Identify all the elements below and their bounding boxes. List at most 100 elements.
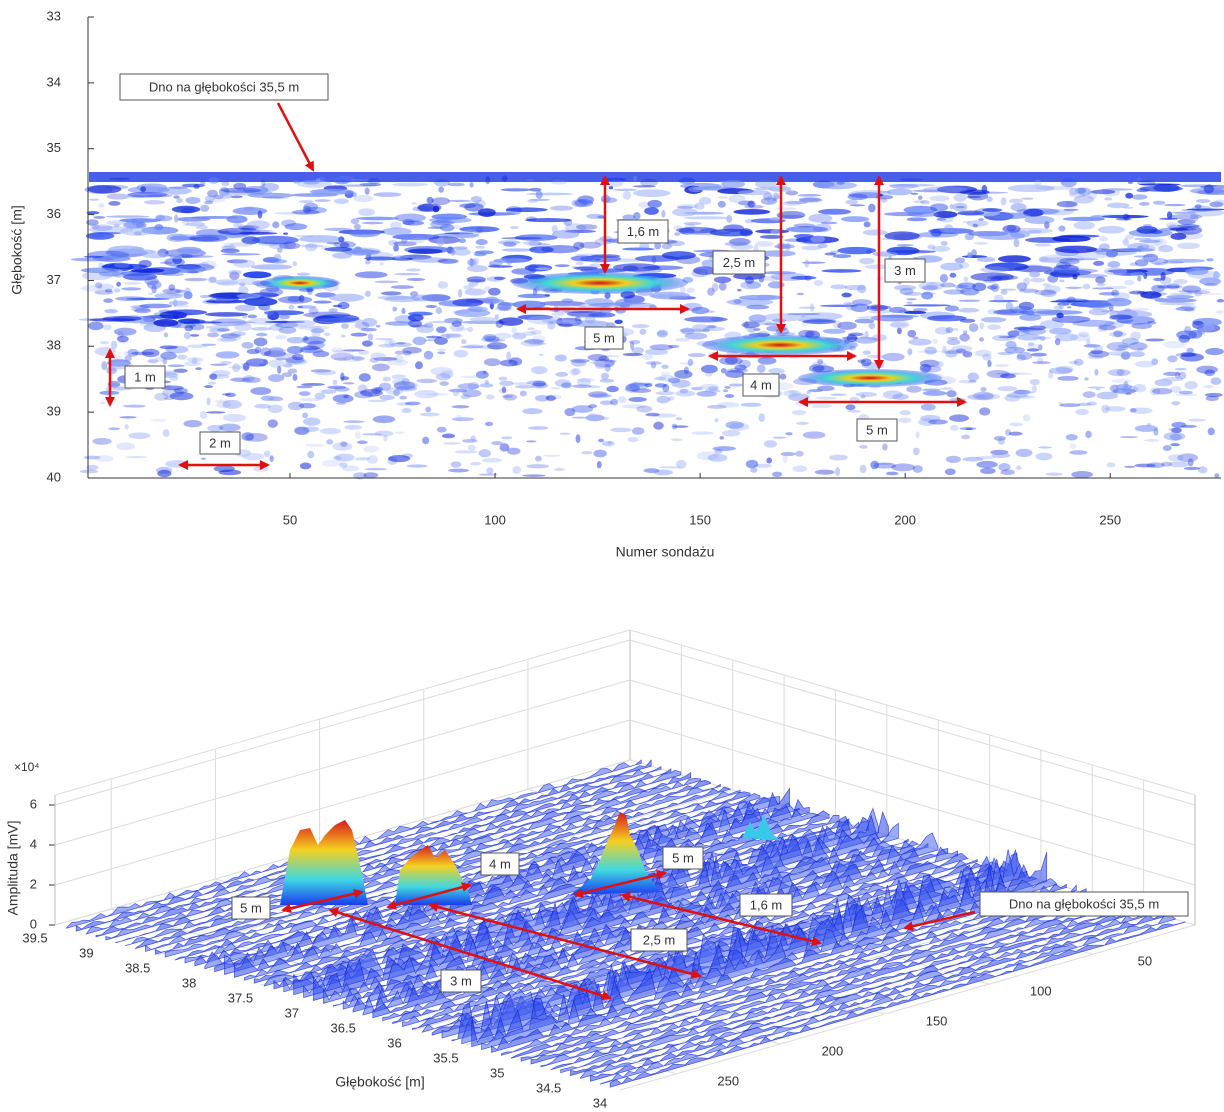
radar-blob: [427, 226, 443, 229]
radar-blob: [551, 311, 565, 317]
radar-blob: [962, 330, 968, 335]
radar-blob: [1069, 187, 1079, 196]
radar-blob: [998, 336, 1013, 339]
radar-blob: [744, 204, 764, 209]
radar-blob: [103, 298, 114, 303]
radar-blob: [886, 188, 913, 196]
radar-blob: [153, 318, 179, 327]
radar-blob: [1159, 217, 1178, 220]
radar-blob: [106, 220, 125, 226]
radar-blob: [725, 356, 738, 365]
radar-blob: [529, 246, 538, 251]
radar-blob: [982, 353, 992, 361]
radar-blob: [363, 445, 379, 453]
radar-blob: [949, 272, 957, 278]
radar-blob: [972, 282, 987, 292]
radar-blob: [381, 291, 402, 296]
radar-blob: [268, 348, 287, 353]
radar-blob: [185, 197, 201, 204]
radar-blob: [793, 233, 815, 239]
radar-blob: [214, 279, 238, 285]
radar-blob: [859, 464, 867, 474]
radar-blob: [160, 351, 177, 360]
radar-blob: [633, 185, 656, 188]
radar-blob: [466, 276, 486, 283]
radar-blob: [1172, 211, 1196, 214]
radar-blob: [183, 331, 191, 340]
radar-blob: [683, 216, 730, 220]
radar-blob: [1008, 431, 1023, 436]
radar-blob: [639, 242, 650, 251]
radar-band: [89, 172, 1221, 182]
radar-blob: [530, 329, 542, 335]
radar-blob: [906, 385, 922, 393]
radar-blob: [621, 247, 655, 251]
radar-blob: [864, 330, 869, 339]
radar-blob: [1006, 224, 1017, 232]
radar-blob: [294, 426, 310, 435]
radar-blob: [654, 383, 667, 388]
radar-blob: [86, 464, 99, 471]
radar-blob: [768, 368, 785, 374]
radar-blob: [354, 390, 374, 399]
radar-blob: [1059, 257, 1080, 265]
radar-blob: [259, 292, 277, 295]
radar-blob: [201, 343, 217, 346]
radar-blob: [535, 190, 543, 199]
radar-blob: [499, 359, 518, 367]
radar-blob: [422, 436, 430, 445]
radar-blob: [698, 197, 712, 205]
radar-blob: [770, 229, 781, 235]
radar-blob: [1180, 305, 1197, 310]
x-grid-line: [619, 924, 1196, 1091]
radar-blob: [131, 268, 165, 273]
radar-blob: [357, 384, 368, 393]
radar-blob: [988, 299, 1019, 303]
x-tick-label: 250: [1099, 512, 1121, 527]
radar-blob: [1136, 226, 1158, 234]
radar-blob: [952, 202, 968, 212]
radar-blob: [1048, 327, 1072, 335]
radar-blob: [406, 464, 428, 468]
radar-blob: [686, 287, 695, 294]
annotation-label: 2 m: [209, 435, 231, 450]
radar-blob: [926, 281, 945, 290]
radar-blob: [828, 185, 838, 189]
box-edge: [629, 629, 1196, 796]
radar-blob: [1152, 200, 1166, 205]
radar-blob: [191, 215, 239, 219]
radar-blob: [522, 240, 543, 246]
radar-blob: [888, 306, 907, 314]
radar-blob: [921, 285, 938, 291]
radar-blob: [235, 278, 260, 286]
radar-blob: [388, 239, 398, 246]
radar-blob: [1165, 222, 1179, 229]
radar-blob: [349, 178, 372, 182]
radar-blob: [511, 268, 536, 275]
radar-blob: [123, 351, 132, 356]
radar-blob: [671, 379, 691, 388]
radar-blob: [113, 327, 137, 336]
radar-blob: [1178, 334, 1191, 343]
radar-blob: [98, 232, 122, 235]
radar-blob: [324, 246, 353, 252]
hot-spot: [798, 369, 942, 387]
radar-blob: [396, 342, 406, 345]
radar-blob: [967, 191, 1009, 194]
radar-blob: [987, 359, 992, 368]
radar-blob: [1059, 403, 1081, 408]
radar-blob: [173, 387, 188, 394]
radar-blob: [723, 389, 729, 393]
radar-blob: [208, 276, 217, 284]
radar-blob: [449, 333, 463, 339]
radar-blob: [772, 192, 780, 200]
x-tick-label: 39: [79, 945, 93, 960]
radar-blob: [667, 396, 675, 401]
radar-blob: [1154, 262, 1162, 265]
radar-blob: [955, 206, 966, 209]
radar-blob: [952, 284, 968, 288]
radar-blob: [585, 414, 605, 422]
radar-blob: [185, 222, 206, 227]
radar-blob: [498, 388, 508, 394]
radar-blob: [912, 336, 919, 340]
